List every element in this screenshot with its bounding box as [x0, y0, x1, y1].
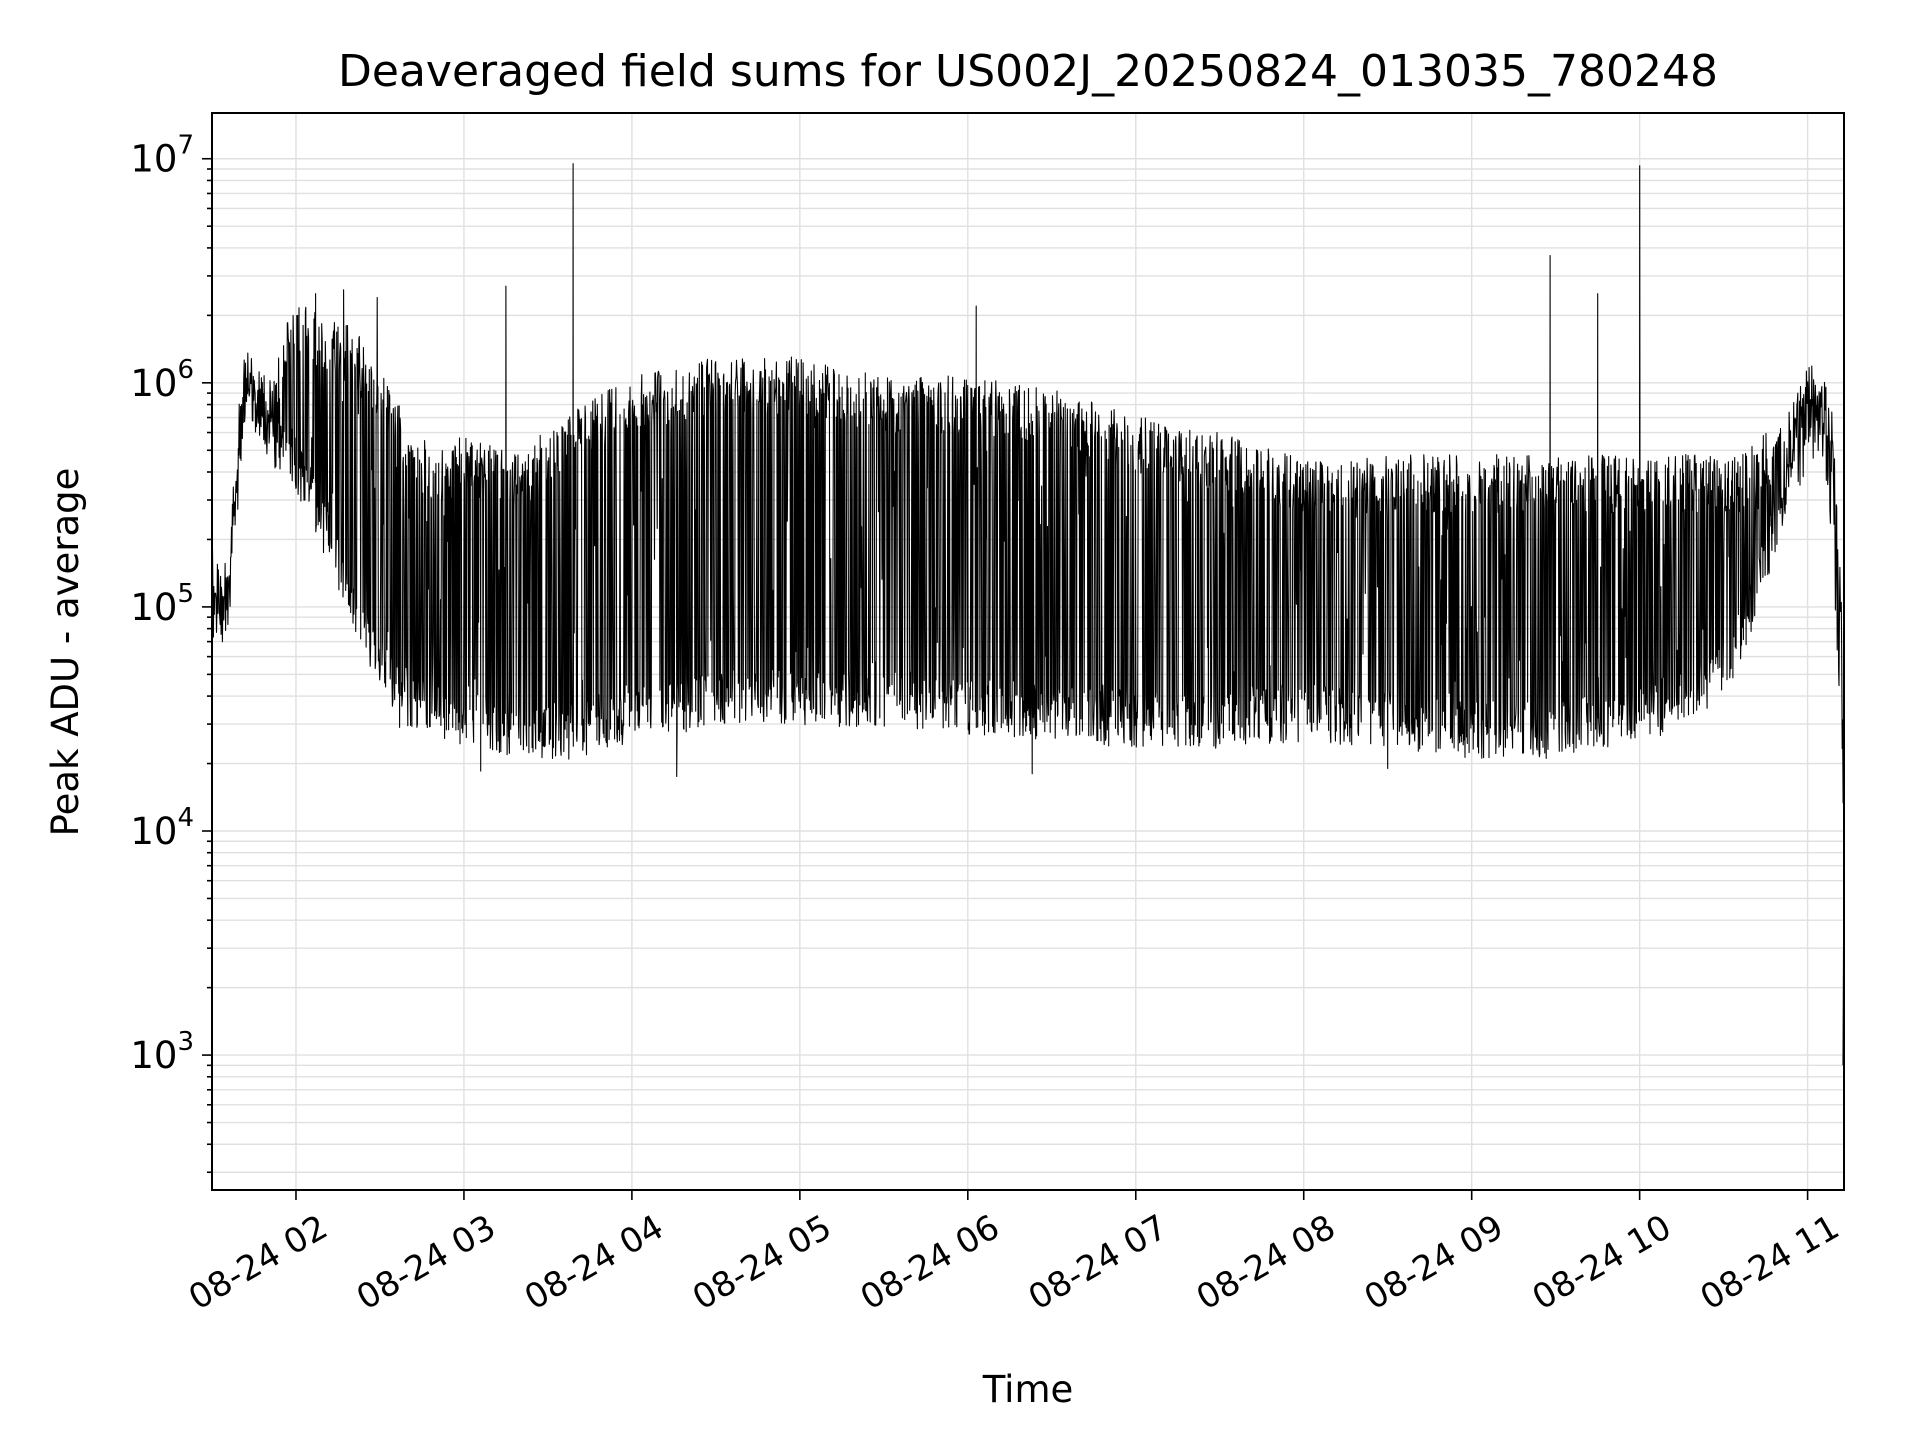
y-tick-label: 104 — [130, 803, 194, 853]
y-axis-label: Peak ADU - average — [44, 468, 87, 837]
y-tick-label: 103 — [130, 1027, 194, 1077]
series-line — [212, 163, 1844, 1066]
y-tick-label: 106 — [130, 355, 194, 405]
y-tick-label: 105 — [130, 579, 194, 629]
x-axis-label: Time — [982, 1368, 1074, 1411]
plot-frame — [211, 112, 1845, 1191]
y-tick-label: 107 — [130, 131, 194, 181]
chart-title: Deaveraged field sums for US002J_2025082… — [338, 46, 1718, 97]
